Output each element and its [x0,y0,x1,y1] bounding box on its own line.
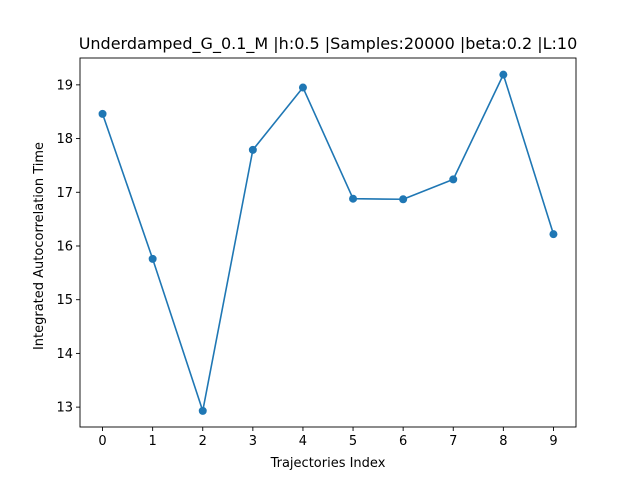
y-tick-label: 14 [56,347,73,362]
x-tick-label: 5 [349,434,357,449]
x-tick-label: 6 [399,434,407,449]
axes-frame [79,57,577,428]
x-tick-label: 9 [549,434,557,449]
data-point-0 [98,109,107,118]
x-tick-label: 7 [449,434,457,449]
y-tick-label: 13 [56,401,73,416]
y-tick-label: 17 [56,186,73,201]
y-tick-label: 18 [56,132,73,147]
x-tick-label: 8 [499,434,507,449]
x-tick-label: 3 [249,434,257,449]
data-point-2 [198,406,207,415]
y-tick-label: 19 [56,78,73,93]
data-point-5 [349,194,358,203]
y-tick-label: 16 [56,239,73,254]
data-point-7 [449,175,458,184]
y-axis-label: Integrated Autocorrelation Time [32,142,47,350]
x-axis-label: Trajectories Index [270,456,386,471]
x-tick-label: 4 [299,434,307,449]
y-tick-label: 15 [56,293,73,308]
data-point-9 [549,230,558,239]
x-tick-label: 2 [199,434,207,449]
series-line [101,73,555,412]
x-tick-label: 0 [98,434,106,449]
data-point-1 [148,254,157,263]
data-point-3 [248,145,257,154]
plot-area: 0 1 2 3 4 5 6 7 8 9 13 14 15 16 17 18 19 [56,57,577,449]
data-point-8 [499,70,508,79]
x-tick-label: 1 [149,434,157,449]
data-point-6 [399,195,408,204]
chart-title: Underdamped_G_0.1_M |h:0.5 |Samples:2000… [79,34,578,54]
data-point-4 [298,83,307,92]
